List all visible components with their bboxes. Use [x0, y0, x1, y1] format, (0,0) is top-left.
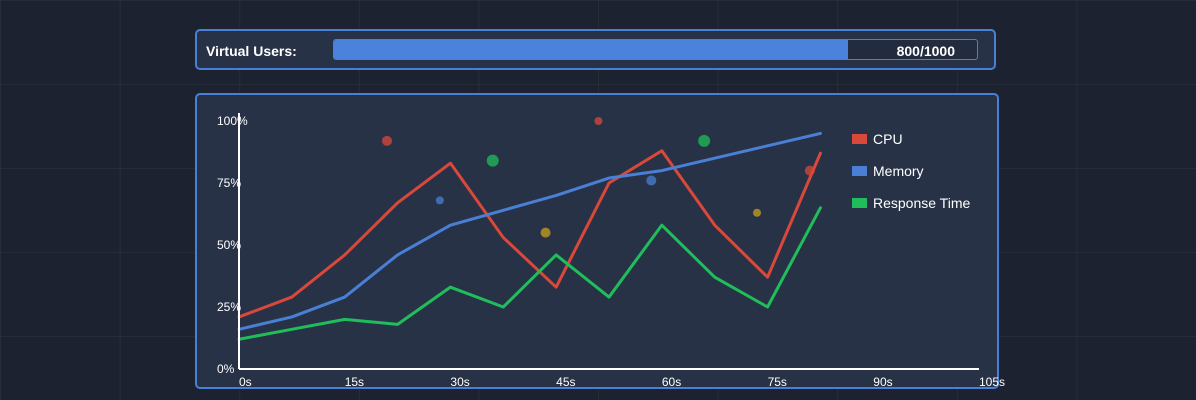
series-line-memory	[237, 131, 822, 331]
scatter-point-5	[646, 175, 657, 186]
virtual-users-count: 800/1000	[896, 43, 955, 59]
x-tick-label: 45s	[556, 375, 575, 389]
virtual-users-progress-fill	[334, 40, 849, 59]
x-tick-label: 0s	[239, 375, 252, 389]
legend-label: CPU	[873, 131, 903, 147]
scatter-point-0	[382, 135, 392, 146]
virtual-users-label: Virtual Users:	[206, 43, 297, 59]
scatter-point-8	[804, 165, 815, 176]
metrics-line-chart: 0% 25% 50% 75% 100% 0s 15s 30s 45s 60s 75s 90s 105s C…	[217, 113, 1005, 389]
legend-label: Response Time	[873, 195, 970, 211]
virtual-users-panel: Virtual Users: 800/1000	[195, 29, 996, 70]
series-line-cpu	[237, 149, 822, 319]
scatter-point-1	[435, 196, 444, 205]
scatter-point-2	[486, 154, 499, 167]
scatter-point-4	[594, 117, 603, 125]
x-tick-label: 90s	[873, 375, 892, 389]
y-tick-label: 75%	[217, 176, 241, 190]
legend-label: Memory	[873, 163, 924, 179]
x-tick-label: 30s	[450, 375, 469, 389]
x-tick-label: 75s	[768, 375, 787, 389]
y-tick-label: 100%	[217, 114, 248, 128]
metrics-chart-panel: 0% 25% 50% 75% 100% 0s 15s 30s 45s 60s 75s 90s 105s C…	[195, 93, 1005, 389]
virtual-users-progress-bar: 800/1000	[333, 39, 978, 60]
scatter-point-3	[540, 227, 551, 238]
y-tick-label: 25%	[217, 300, 241, 314]
y-tick-label: 50%	[217, 238, 241, 252]
x-tick-label: 60s	[662, 375, 681, 389]
legend-swatch	[852, 134, 867, 144]
scatter-point-6	[698, 134, 711, 147]
legend-swatch	[852, 166, 867, 176]
y-tick-label: 0%	[217, 362, 235, 376]
x-tick-label: 105s	[979, 375, 1005, 389]
legend-swatch	[852, 198, 867, 208]
scatter-point-7	[753, 208, 761, 217]
series-line-response-time	[237, 206, 822, 341]
x-tick-label: 15s	[345, 375, 364, 389]
